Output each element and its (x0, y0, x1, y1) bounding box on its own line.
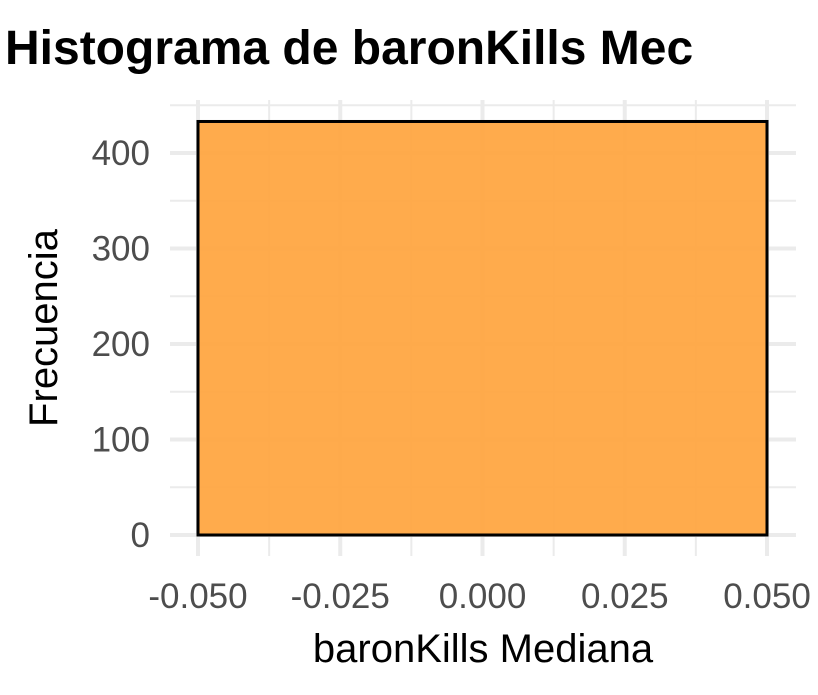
y-tick-label: 100 (92, 421, 150, 460)
x-axis-title: baronKills Mediana (313, 627, 654, 671)
y-tick-label: 0 (131, 516, 150, 555)
x-tick-label: 0.050 (723, 577, 811, 616)
x-tick-label: -0.050 (148, 577, 247, 616)
y-axis-tick-labels: 0 100 200 300 400 (92, 134, 150, 555)
histogram-bars (196, 119, 769, 537)
x-tick-label: 0.025 (581, 577, 669, 616)
y-tick-label: 300 (92, 230, 150, 269)
y-tick-label: 400 (92, 134, 150, 173)
y-tick-label: 200 (92, 325, 150, 364)
chart-title: Histograma de baronKills Mec (5, 22, 693, 75)
x-tick-label: 0.000 (439, 577, 527, 616)
histogram-bar (196, 119, 769, 537)
y-axis-title: Frecuencia (22, 228, 66, 427)
x-axis-tick-labels: -0.050 -0.025 0.000 0.025 0.050 (148, 577, 810, 616)
x-tick-label: -0.025 (291, 577, 390, 616)
